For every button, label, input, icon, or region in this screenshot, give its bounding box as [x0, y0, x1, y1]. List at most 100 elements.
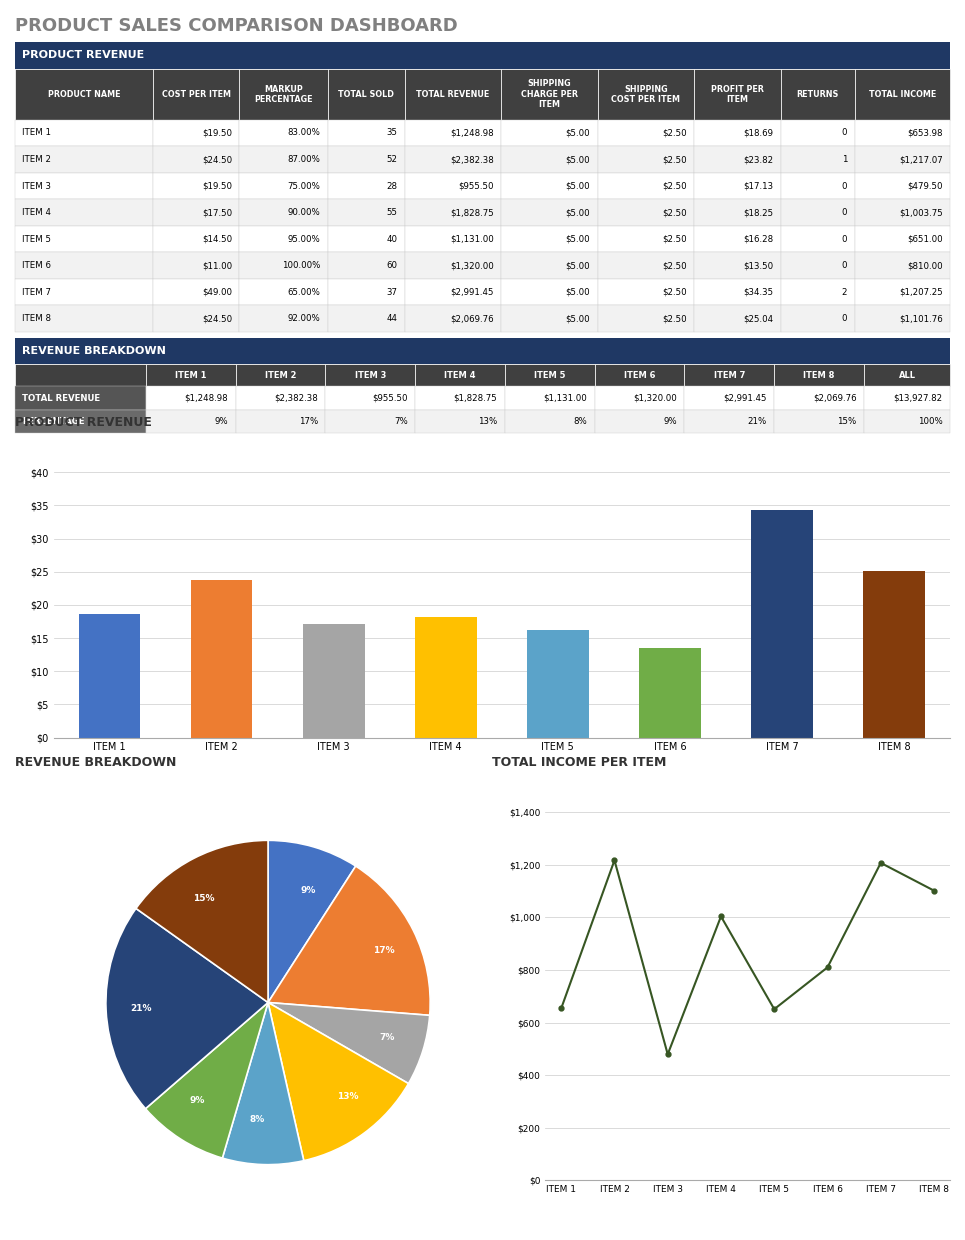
Bar: [328, 279, 404, 305]
Text: $1,828.75: $1,828.75: [454, 393, 498, 403]
Bar: [694, 120, 781, 146]
Bar: [694, 146, 781, 172]
Bar: [501, 172, 597, 200]
Text: $2.50: $2.50: [662, 314, 687, 324]
Text: $13,927.82: $13,927.82: [894, 393, 943, 403]
Bar: [15, 363, 146, 387]
Bar: [694, 200, 781, 226]
Text: $1,320.00: $1,320.00: [633, 393, 677, 403]
Bar: [855, 200, 950, 226]
Bar: [597, 200, 694, 226]
Bar: [501, 200, 597, 226]
Bar: [781, 305, 855, 332]
Bar: [781, 253, 855, 279]
Text: 8%: 8%: [573, 417, 588, 425]
Text: $24.50: $24.50: [202, 314, 232, 324]
Bar: [239, 146, 328, 172]
Text: 60: 60: [386, 262, 398, 270]
Bar: [751, 510, 813, 738]
Bar: [15, 146, 152, 172]
Text: ITEM 6: ITEM 6: [623, 371, 655, 379]
Text: 0: 0: [841, 262, 847, 270]
Text: 7%: 7%: [394, 417, 407, 425]
Bar: [15, 279, 152, 305]
Bar: [152, 226, 239, 253]
Text: 0: 0: [841, 234, 847, 243]
Bar: [864, 363, 950, 387]
Bar: [694, 305, 781, 332]
Bar: [235, 387, 325, 409]
Bar: [684, 387, 774, 409]
Text: 2: 2: [841, 288, 847, 296]
Text: $2,382.38: $2,382.38: [274, 393, 317, 403]
Bar: [191, 579, 253, 738]
Text: 13%: 13%: [479, 417, 498, 425]
Text: $18.25: $18.25: [743, 208, 773, 217]
Text: $25.04: $25.04: [743, 314, 773, 324]
Text: 44: 44: [386, 314, 398, 324]
Text: $5.00: $5.00: [565, 208, 591, 217]
Bar: [152, 200, 239, 226]
Bar: [152, 69, 239, 120]
Bar: [855, 305, 950, 332]
Bar: [855, 146, 950, 172]
Text: $2,069.76: $2,069.76: [450, 314, 494, 324]
Text: TOTAL SOLD: TOTAL SOLD: [339, 89, 395, 99]
Text: $2,382.38: $2,382.38: [450, 155, 494, 164]
Text: $2.50: $2.50: [662, 234, 687, 243]
Text: $5.00: $5.00: [565, 288, 591, 296]
Text: $479.50: $479.50: [907, 181, 943, 191]
Text: TOTAL REVENUE: TOTAL REVENUE: [416, 89, 489, 99]
Bar: [774, 363, 864, 387]
Text: $2,991.45: $2,991.45: [723, 393, 767, 403]
Bar: [79, 614, 141, 738]
Bar: [855, 279, 950, 305]
Text: 21%: 21%: [748, 417, 767, 425]
Text: 1: 1: [841, 155, 847, 164]
Bar: [404, 146, 501, 172]
Text: $19.50: $19.50: [202, 129, 232, 138]
Bar: [501, 226, 597, 253]
Text: 75.00%: 75.00%: [288, 181, 320, 191]
Bar: [505, 409, 594, 433]
Bar: [239, 69, 328, 120]
Text: $1,131.00: $1,131.00: [543, 393, 588, 403]
Bar: [15, 305, 152, 332]
Bar: [152, 279, 239, 305]
Text: $17.13: $17.13: [743, 181, 773, 191]
Bar: [152, 253, 239, 279]
Bar: [404, 279, 501, 305]
Text: ITEM 2: ITEM 2: [22, 155, 51, 164]
Wedge shape: [222, 1002, 304, 1164]
Bar: [694, 253, 781, 279]
Bar: [781, 172, 855, 200]
Text: $18.69: $18.69: [743, 129, 773, 138]
Text: 90.00%: 90.00%: [288, 208, 320, 217]
Text: 13%: 13%: [338, 1092, 359, 1101]
Text: $2,069.76: $2,069.76: [813, 393, 857, 403]
Text: $1,207.25: $1,207.25: [898, 288, 943, 296]
Bar: [684, 409, 774, 433]
Text: ITEM 4: ITEM 4: [22, 208, 51, 217]
Text: MARKUP
PERCENTAGE: MARKUP PERCENTAGE: [255, 84, 313, 104]
Text: ITEM 5: ITEM 5: [534, 371, 565, 379]
Text: $955.50: $955.50: [458, 181, 494, 191]
Bar: [239, 279, 328, 305]
Wedge shape: [268, 841, 356, 1002]
Bar: [404, 226, 501, 253]
Text: $19.50: $19.50: [202, 181, 232, 191]
Bar: [328, 146, 404, 172]
Text: $1,828.75: $1,828.75: [450, 208, 494, 217]
Bar: [501, 253, 597, 279]
Text: $2.50: $2.50: [662, 288, 687, 296]
Text: TOTAL REVENUE: TOTAL REVENUE: [22, 393, 100, 403]
Text: SHIPPING
COST PER ITEM: SHIPPING COST PER ITEM: [612, 84, 680, 104]
Text: $1,248.98: $1,248.98: [184, 393, 228, 403]
Bar: [781, 146, 855, 172]
Bar: [864, 387, 950, 409]
Text: 37: 37: [386, 288, 398, 296]
Text: $1,131.00: $1,131.00: [450, 234, 494, 243]
Text: PROFIT PER
ITEM: PROFIT PER ITEM: [711, 84, 764, 104]
Text: TOTAL INCOME PER ITEM: TOTAL INCOME PER ITEM: [492, 756, 667, 769]
Text: ITEM 1: ITEM 1: [22, 129, 51, 138]
